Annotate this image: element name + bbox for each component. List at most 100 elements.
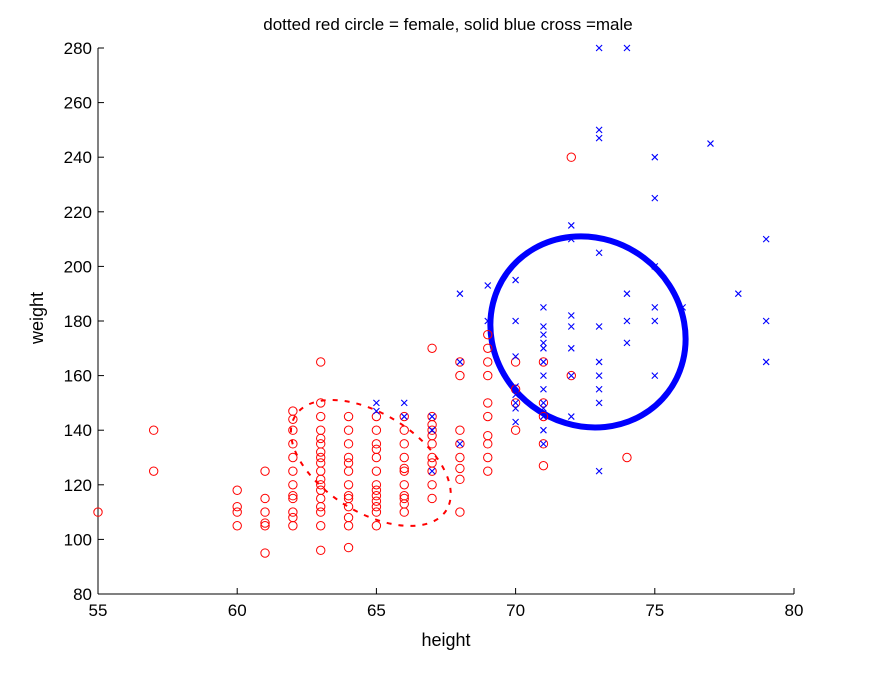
male-point (512, 404, 519, 412)
male-point (762, 317, 770, 325)
male-point (651, 153, 659, 161)
male-point (651, 303, 659, 311)
male-point (428, 413, 436, 420)
male-point (400, 413, 408, 420)
female-point (427, 452, 437, 463)
female-point (538, 357, 549, 367)
female-point (399, 493, 409, 504)
female-point (288, 493, 298, 504)
female-point (371, 480, 382, 490)
male-point (651, 263, 659, 270)
male-point (540, 372, 547, 379)
male-point (540, 404, 547, 412)
female-point (343, 542, 354, 553)
male-point (540, 323, 547, 330)
female-point (455, 474, 465, 485)
female-ellipse (289, 398, 452, 527)
female-point (455, 370, 465, 381)
female-point (232, 507, 242, 517)
male-point (456, 290, 464, 298)
male-point (595, 358, 603, 366)
female-point (316, 480, 326, 490)
female-point (510, 425, 521, 435)
male-point (484, 317, 492, 325)
y-tick-label: 80 (73, 585, 92, 604)
female-point (288, 452, 298, 463)
female-point (399, 411, 409, 422)
female-point (316, 545, 326, 556)
female-point (538, 411, 549, 422)
male-point (428, 426, 436, 434)
female-point (483, 466, 493, 476)
male-point (651, 317, 659, 325)
female-point (455, 425, 465, 435)
female-point (316, 357, 326, 367)
female-point (483, 329, 493, 340)
female-point (622, 452, 632, 463)
female-point (455, 357, 465, 367)
male-point (512, 317, 519, 325)
y-tick-label: 280 (64, 39, 92, 58)
female-point (455, 507, 465, 517)
female-point (343, 425, 354, 435)
x-tick-label: 60 (228, 601, 247, 620)
female-point (288, 406, 298, 416)
male-point (456, 440, 464, 448)
female-point (288, 512, 298, 523)
female-point (316, 493, 326, 504)
male-point (540, 385, 547, 393)
male-point (512, 391, 519, 399)
female-point (316, 458, 326, 468)
female-point (371, 425, 382, 435)
female-point (260, 548, 270, 558)
male-point (651, 194, 659, 202)
female-point (316, 398, 326, 408)
female-point (343, 512, 354, 523)
female-point (260, 466, 270, 476)
female-point (343, 466, 354, 476)
male-point (679, 303, 687, 311)
female-point (483, 439, 493, 449)
female-point (427, 480, 437, 490)
female-point (316, 447, 326, 457)
female-point (483, 370, 493, 381)
male-point (595, 323, 603, 330)
male-point (651, 372, 659, 379)
female-point (343, 452, 354, 463)
male-point (595, 399, 603, 407)
female-point (260, 507, 270, 517)
female-point (343, 480, 354, 490)
female-point (483, 430, 493, 441)
female-point (148, 466, 159, 476)
male-point (540, 358, 547, 366)
female-point (566, 370, 576, 381)
y-tick-label: 180 (64, 312, 92, 331)
male-point (428, 467, 436, 475)
female-point (316, 485, 326, 495)
y-tick-label: 220 (64, 203, 92, 222)
female-point (427, 439, 437, 449)
male-point (512, 399, 519, 407)
female-point (371, 507, 382, 517)
x-tick-label: 75 (645, 601, 664, 620)
male-point (595, 467, 603, 475)
points-group (93, 44, 770, 558)
male-point (623, 317, 631, 325)
female-point (483, 357, 493, 367)
female-point (288, 480, 298, 490)
chart-title: dotted red circle = female, solid blue c… (263, 15, 632, 34)
female-point (483, 343, 493, 353)
male-point (567, 413, 575, 420)
y-tick-label: 140 (64, 421, 92, 440)
male-point (540, 303, 547, 311)
male-point (540, 440, 547, 448)
female-point (316, 466, 326, 476)
male-point (762, 235, 770, 243)
male-point (762, 358, 770, 366)
male-point (567, 344, 575, 352)
female-point (343, 411, 354, 422)
female-point (399, 439, 409, 449)
male-point (623, 44, 631, 52)
female-point (455, 452, 465, 463)
male-point (540, 344, 547, 352)
